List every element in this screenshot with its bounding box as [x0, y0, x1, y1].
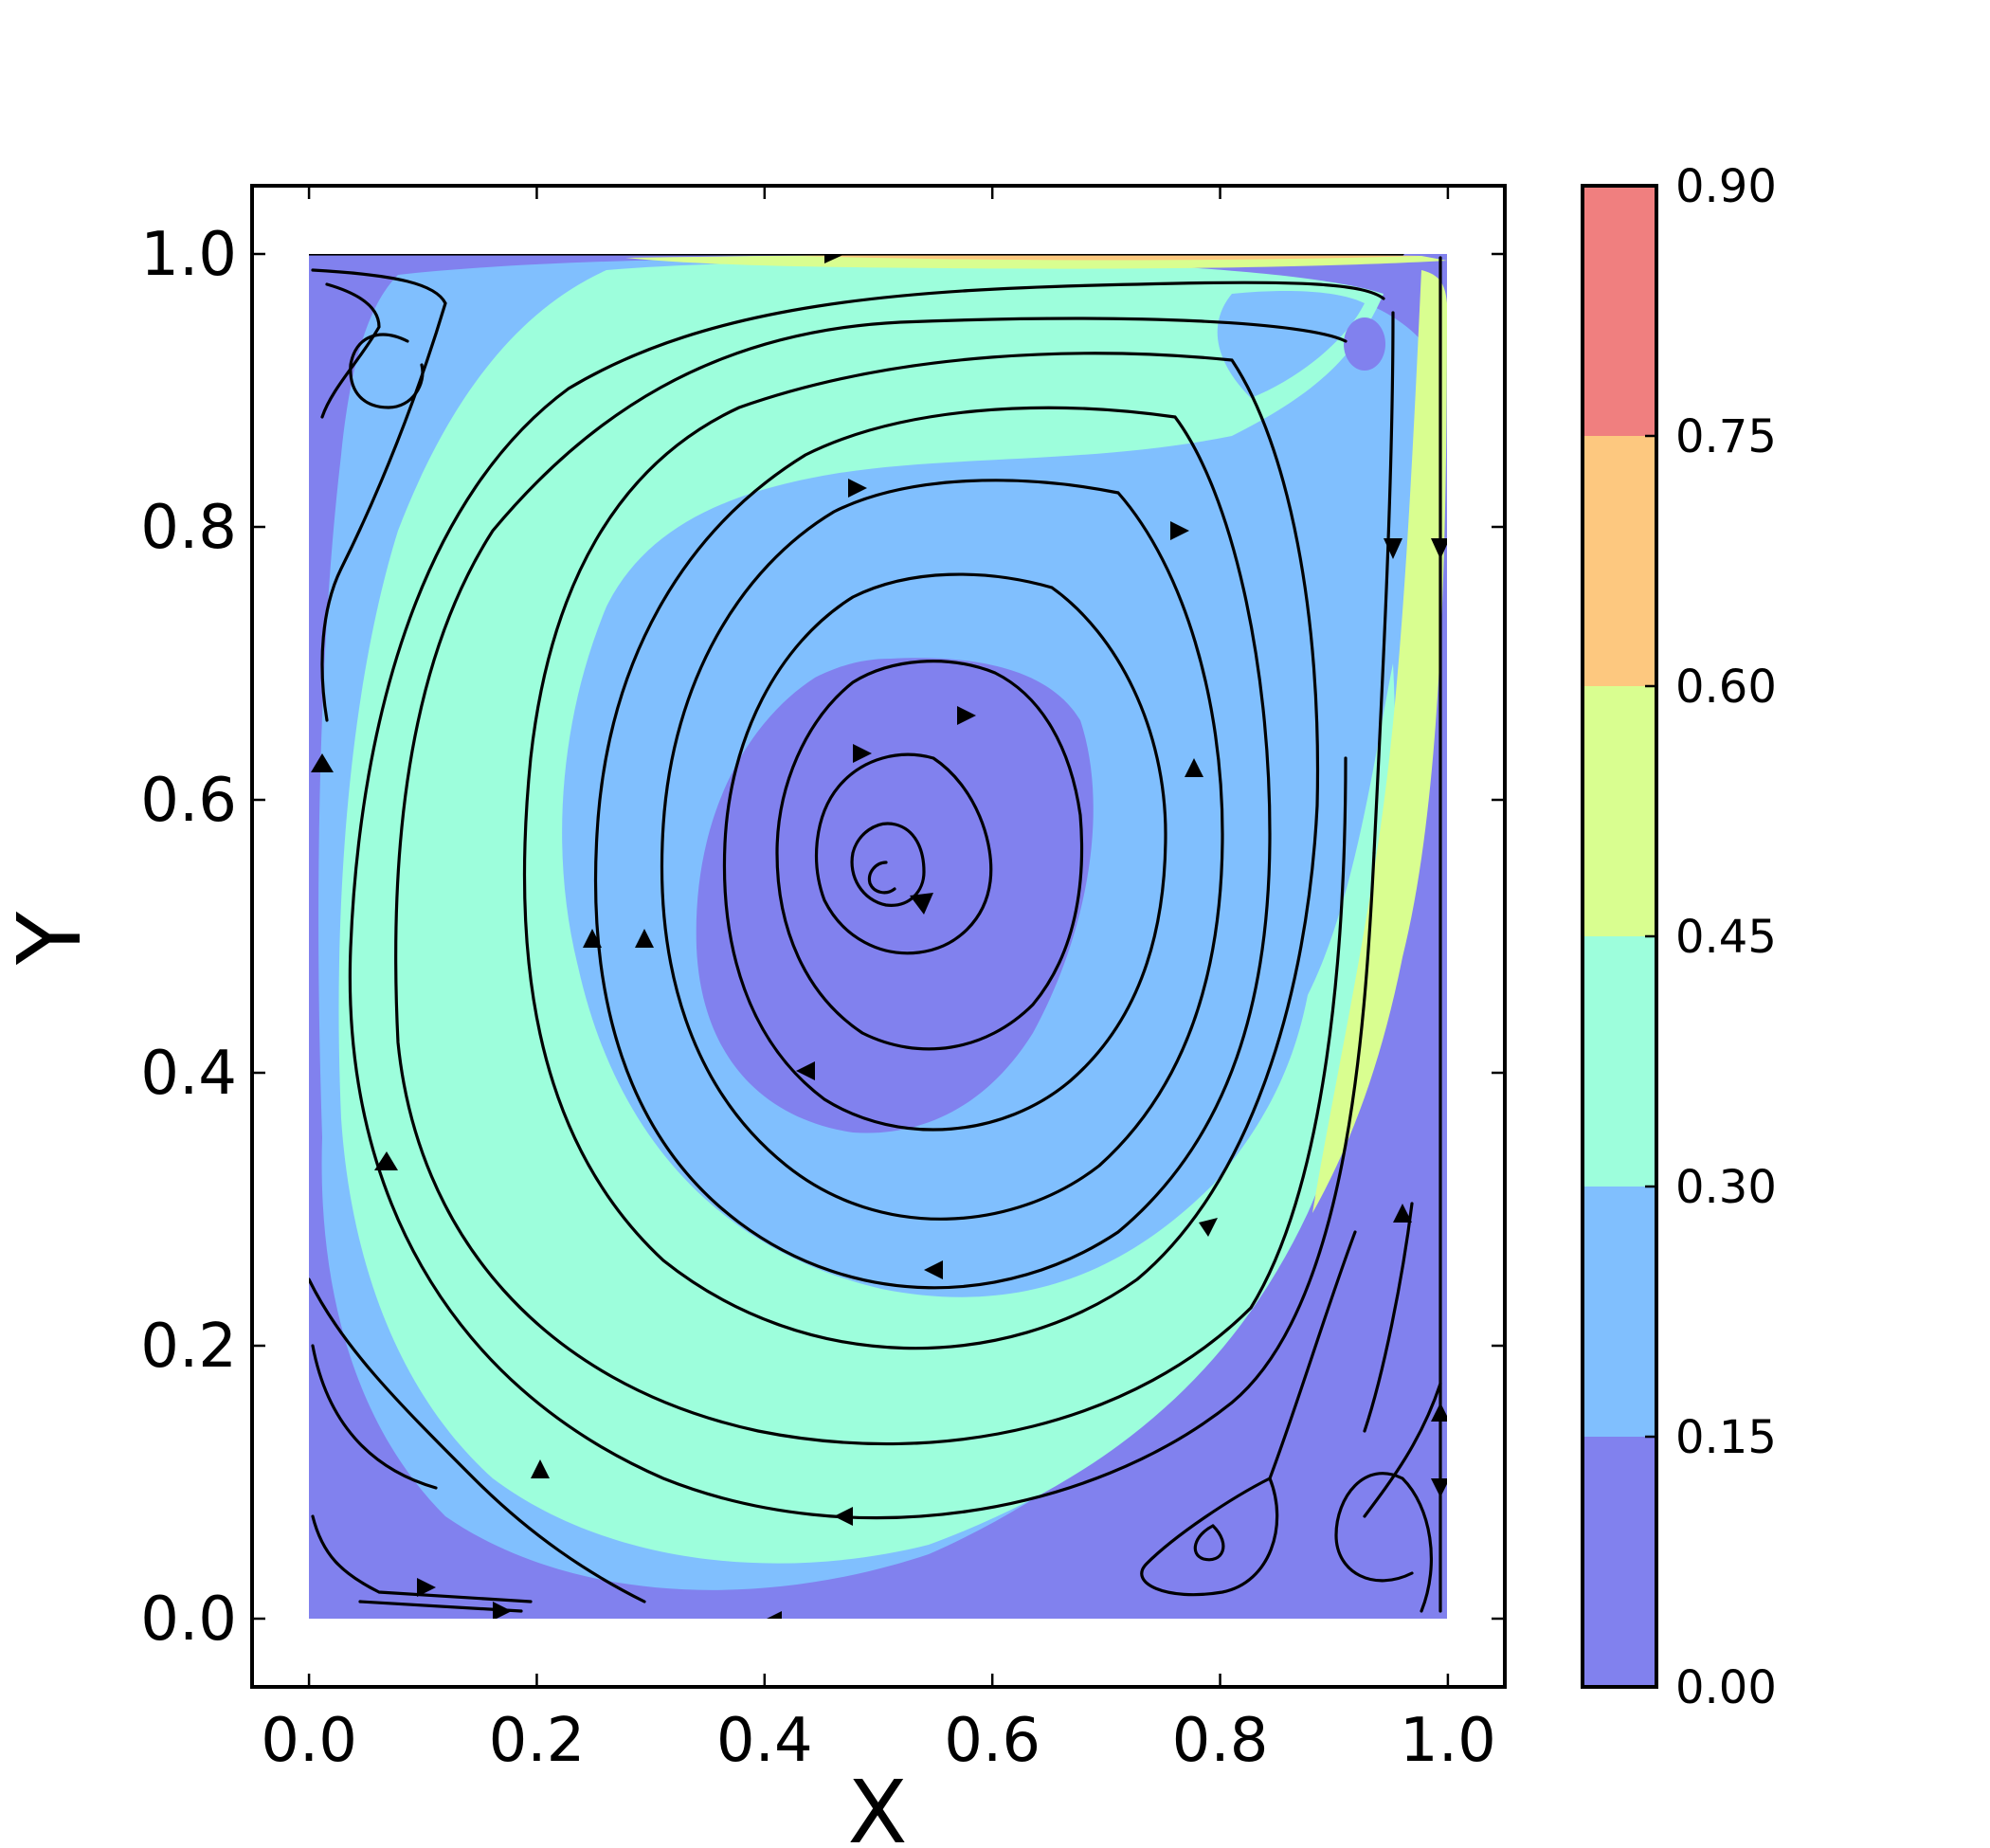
contour-level-1b [1217, 291, 1365, 398]
x-tick-label: 0.8 [1172, 1706, 1269, 1776]
contour-level-2 [338, 262, 1396, 1564]
y-tick-label: 0.8 [140, 493, 237, 563]
colorbar-label: 0.15 [1675, 1411, 1777, 1464]
x-tick-label: 0.2 [489, 1706, 586, 1776]
streamlines [309, 254, 1442, 1613]
colorbar-band [1583, 186, 1656, 436]
y-tick-label: 1.0 [140, 220, 237, 290]
colorbar-band [1583, 1437, 1656, 1687]
contour-level-4-top [796, 254, 1421, 261]
colorbar-band [1583, 686, 1656, 936]
colorbar-label: 0.00 [1675, 1661, 1777, 1714]
x-tick-label: 0.6 [944, 1706, 1040, 1776]
y-axis-label: Y [0, 911, 100, 966]
x-axis-label: X [847, 1762, 907, 1848]
colorbar-label: 0.75 [1675, 410, 1777, 463]
y-tick-label: 0.0 [140, 1585, 237, 1655]
x-axis: 0.0 0.2 0.4 0.6 0.8 1.0 [261, 186, 1496, 1776]
colorbar: 0.00 0.15 0.30 0.45 0.60 0.75 0.90 [1581, 160, 1777, 1714]
y-tick-label: 0.6 [140, 766, 237, 836]
contour-field [309, 254, 1447, 1619]
y-axis: 0.0 0.2 0.4 0.6 0.8 1.0 [140, 220, 1505, 1655]
y-tick-label: 0.4 [140, 1039, 237, 1109]
contour-level-3 [1312, 270, 1447, 1213]
contour-inner-core [696, 658, 1094, 1133]
colorbar-band [1583, 936, 1656, 1187]
x-tick-label: 1.0 [1400, 1706, 1496, 1776]
x-tick-label: 0.0 [261, 1706, 357, 1776]
corner-blob [1344, 317, 1385, 371]
colorbar-band [1583, 436, 1656, 686]
y-tick-label: 0.2 [140, 1312, 237, 1382]
colorbar-label: 0.30 [1675, 1161, 1777, 1214]
colorbar-label: 0.45 [1675, 911, 1777, 964]
x-tick-label: 0.4 [716, 1706, 813, 1776]
colorbar-label: 0.60 [1675, 661, 1777, 714]
stream-arrows [311, 254, 1447, 1619]
colorbar-label: 0.90 [1675, 160, 1777, 213]
colorbar-band [1583, 1187, 1656, 1437]
